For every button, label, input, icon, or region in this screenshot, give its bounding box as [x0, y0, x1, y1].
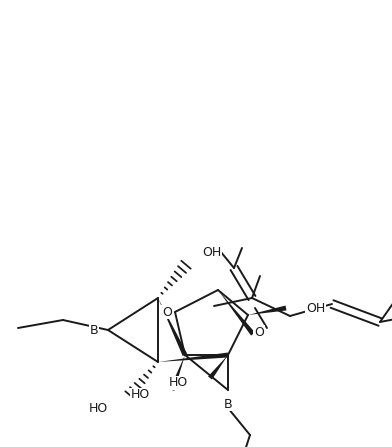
- Polygon shape: [208, 355, 228, 380]
- Text: HO: HO: [169, 376, 188, 389]
- Text: B: B: [224, 397, 232, 410]
- Polygon shape: [248, 306, 287, 315]
- Text: OH: OH: [202, 245, 221, 258]
- Polygon shape: [158, 298, 187, 356]
- Text: HO: HO: [131, 388, 150, 401]
- Text: B: B: [90, 324, 98, 337]
- Text: HO: HO: [88, 401, 108, 414]
- Text: O: O: [254, 325, 264, 338]
- Text: OH: OH: [306, 301, 325, 315]
- Polygon shape: [158, 353, 228, 362]
- Polygon shape: [170, 355, 185, 391]
- Text: O: O: [162, 305, 172, 319]
- Polygon shape: [218, 290, 255, 336]
